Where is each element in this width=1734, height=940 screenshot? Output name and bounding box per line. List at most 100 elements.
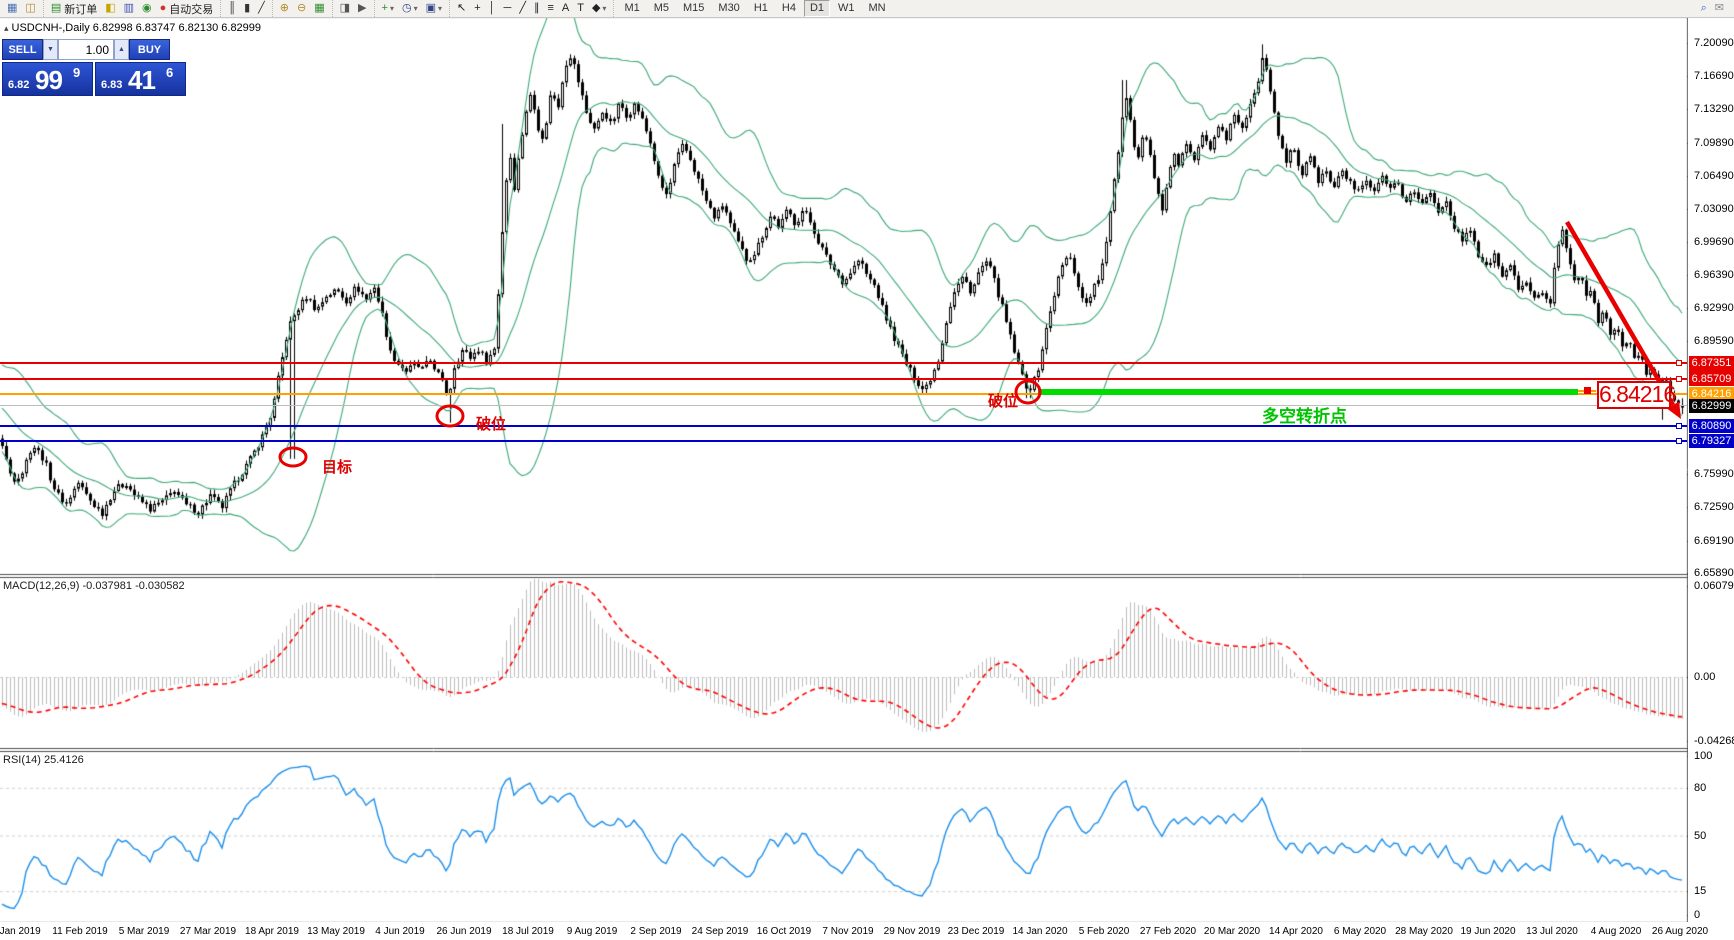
timeframe-button-m1[interactable]: M1 xyxy=(624,2,640,14)
timeframe-button-m15[interactable]: M15 xyxy=(683,2,705,14)
navigator-button[interactable]: ▶ xyxy=(355,0,369,17)
breakout-circle-2[interactable] xyxy=(1014,379,1042,405)
new-chart-button[interactable]: ▦ xyxy=(4,0,20,17)
date-tick-label: 27 Mar 2019 xyxy=(179,926,237,937)
rsi-scale-label: 0 xyxy=(1694,909,1701,921)
date-tick-label: 13 May 2019 xyxy=(307,926,365,937)
support-line-1-anchor-square xyxy=(1676,423,1682,430)
timeframe-button-h4[interactable]: H4 xyxy=(781,2,796,14)
symbol-ohlc-text: USDCNH-,Daily 6.82998 6.83747 6.82130 6.… xyxy=(11,22,262,34)
timeframe-button-m30[interactable]: M30 xyxy=(718,2,740,14)
data-window-button[interactable]: ◨ xyxy=(337,0,353,17)
zoom-in-button[interactable]: ⊕ xyxy=(277,0,292,17)
date-tick-label: 26 Jun 2019 xyxy=(436,926,492,937)
price-tick-label: 6.92990 xyxy=(1694,301,1734,314)
current-price-line[interactable] xyxy=(0,405,1687,407)
timeframe-button-mn[interactable]: MN xyxy=(868,2,886,14)
price-callout-label[interactable]: 6.84216 xyxy=(1597,381,1676,409)
tile-windows-button[interactable]: ▦ xyxy=(311,0,327,17)
trend-arrow-head xyxy=(1666,401,1681,419)
template-button[interactable]: ▣ ▾ xyxy=(423,0,445,17)
label-button[interactable]: T xyxy=(574,0,587,17)
pivot-price-line[interactable] xyxy=(0,392,1687,395)
dropdown-caret-icon: ▾ xyxy=(413,4,418,13)
buy-button[interactable]: BUY xyxy=(129,39,170,60)
buy-price-tile[interactable]: 6.83 41 6 xyxy=(95,62,186,96)
market-watch-button[interactable]: ▥ xyxy=(121,0,137,17)
toolbar-group-timeframes: M1 M5 M15 M30 H1 H4 D1 W1 MN xyxy=(613,0,895,17)
support-line-1[interactable] xyxy=(0,425,1687,428)
candlestick-chart-button[interactable]: ▮ xyxy=(241,0,253,17)
trend-arrow-line[interactable] xyxy=(1565,220,1675,407)
timeframe-button-d1[interactable]: D1 xyxy=(803,0,830,17)
line-chart-button[interactable]: ╱ xyxy=(255,0,268,17)
timeframe-button-w1[interactable]: W1 xyxy=(838,2,855,14)
new-order-button[interactable]: ▤ 新订单 xyxy=(48,0,100,17)
buy-price-big: 41 xyxy=(128,65,156,95)
resistance-line-1[interactable] xyxy=(0,362,1687,365)
sell-button[interactable]: SELL xyxy=(2,39,43,60)
support-line-2[interactable] xyxy=(0,440,1687,443)
line-chart-icon: ╱ xyxy=(258,2,265,14)
resistance-line-2-anchor-square xyxy=(1676,376,1682,383)
target-circle[interactable] xyxy=(278,446,308,468)
date-tick-label: 16 Oct 2019 xyxy=(756,926,812,937)
period-button[interactable]: ◷ ▾ xyxy=(399,0,421,17)
date-tick-label: 23 Dec 2019 xyxy=(947,926,1005,937)
date-tick-label: 19 Jun 2020 xyxy=(1460,926,1516,937)
pivot-annotation-text[interactable]: 多空转折点 xyxy=(1262,407,1347,426)
volume-increase-button[interactable]: ▲ xyxy=(114,39,129,60)
date-tick-label: 4 Aug 2020 xyxy=(1590,926,1642,937)
breakout-annotation-text-1[interactable]: 破位 xyxy=(476,416,507,433)
date-axis[interactable]: 8 Jan 2019 11 Feb 2019 5 Mar 2019 27 Mar 20… xyxy=(0,922,1734,940)
macd-scale-label: -0.042685 xyxy=(1694,734,1734,747)
text-icon: A xyxy=(561,2,570,14)
bar-chart-button[interactable]: ║ xyxy=(225,0,239,17)
volume-decrease-button[interactable]: ▼ xyxy=(43,39,58,60)
styler-button[interactable]: ◧ xyxy=(102,0,118,17)
indicators-button[interactable]: + ▾ xyxy=(379,0,397,17)
volume-input[interactable] xyxy=(58,39,114,60)
text-button[interactable]: A xyxy=(559,0,572,17)
date-tick-label: 18 Jul 2019 xyxy=(502,926,554,937)
buy-price-handle: 6.83 xyxy=(101,79,123,91)
cursor-button[interactable]: ↖ xyxy=(454,0,469,17)
zoom-out-icon: ⊖ xyxy=(297,2,307,14)
fibonacci-button[interactable]: ≡ xyxy=(544,0,556,17)
price-axis[interactable]: 7.20090 7.16690 7.13290 7.09890 7.06490 7.030… xyxy=(1688,17,1734,922)
target-annotation-text[interactable]: 目标 xyxy=(322,459,353,476)
vline-button[interactable]: │ xyxy=(486,0,499,17)
price-tick-label: 7.16690 xyxy=(1694,70,1734,83)
crosshair-button[interactable]: + xyxy=(471,0,483,17)
symbol-info: ▴ USDCNH-,Daily 6.82998 6.83747 6.82130 6… xyxy=(4,22,261,34)
search-button[interactable]: ⌕ xyxy=(1698,0,1710,17)
zoom-out-button[interactable]: ⊖ xyxy=(294,0,309,17)
resistance-line-2[interactable] xyxy=(0,378,1687,381)
timeframe-button-m5[interactable]: M5 xyxy=(653,2,669,14)
profiles-icon: ◫ xyxy=(25,2,36,14)
breakout-circle-1[interactable] xyxy=(435,404,465,428)
chat-icon: ✉ xyxy=(1714,2,1724,14)
price-label-box-6.82999: 6.82999 xyxy=(1689,398,1734,413)
price-label-box-6.85709: 6.85709 xyxy=(1689,372,1734,387)
label-icon: T xyxy=(577,2,584,14)
shapes-button[interactable]: ◆ ▾ xyxy=(589,0,609,17)
sell-price-tile[interactable]: 6.82 99 9 xyxy=(2,62,93,96)
channel-button[interactable]: ∥ xyxy=(531,0,543,17)
hline-button[interactable]: ─ xyxy=(501,0,515,17)
price-label-box-6.84216: 6.84216 xyxy=(1689,386,1734,401)
price-tick-label: 6.96390 xyxy=(1694,268,1734,281)
price-label-box-6.79327: 6.79327 xyxy=(1689,434,1734,449)
trendline-button[interactable]: ╱ xyxy=(516,0,529,17)
date-tick-label: 28 May 2020 xyxy=(1395,926,1453,937)
hline-icon: ─ xyxy=(503,2,512,14)
autotrading-button[interactable]: ● 自动交易 xyxy=(157,0,217,17)
signal-button[interactable]: ◉ xyxy=(139,0,155,17)
timeframe-button-h1[interactable]: H1 xyxy=(753,2,768,14)
pivot-level-line[interactable] xyxy=(1038,389,1578,395)
breakout-annotation-text-2[interactable]: 破位 xyxy=(988,393,1019,410)
profiles-button[interactable]: ◫ xyxy=(22,0,38,17)
chat-button[interactable]: ✉ xyxy=(1712,0,1727,17)
